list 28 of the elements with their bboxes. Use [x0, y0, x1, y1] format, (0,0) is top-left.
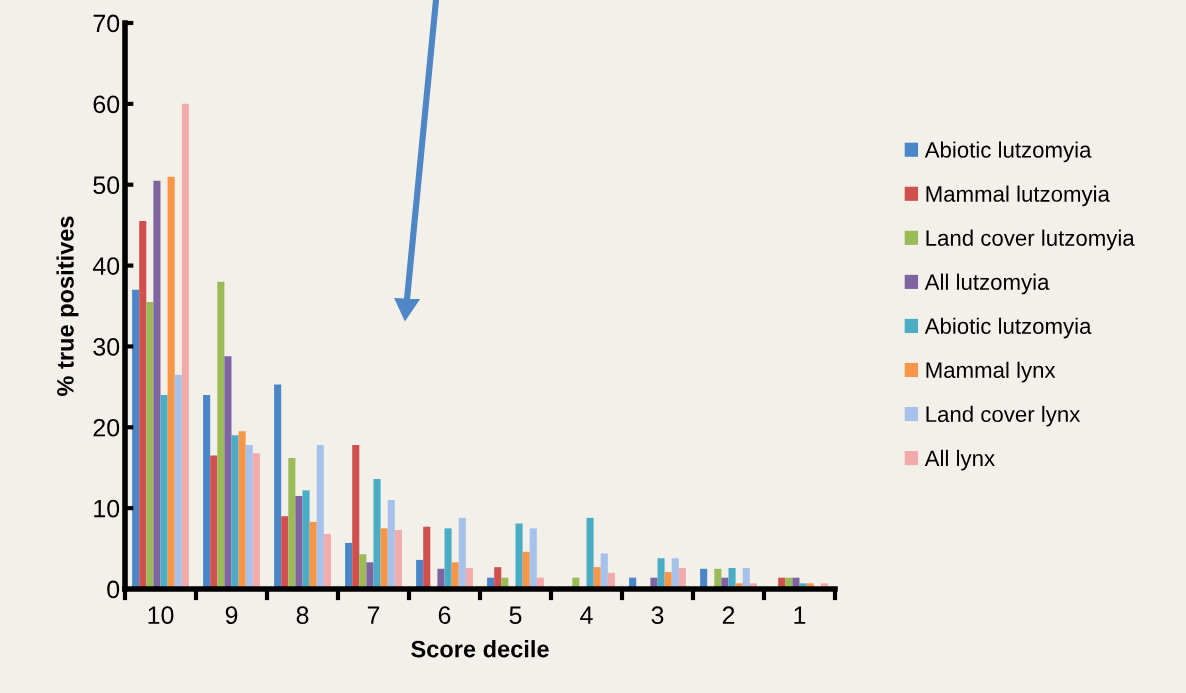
x-tick-label: 8 — [296, 606, 309, 625]
y-tick-label: 0 — [107, 580, 120, 599]
y-tick-label: 50 — [93, 176, 120, 195]
y-tick-label: 60 — [93, 95, 120, 114]
y-tick-label: 30 — [93, 338, 120, 356]
legend-label: Land cover lynx — [926, 405, 1081, 427]
legend-label: Abiotic lutzomyia — [924, 141, 1092, 163]
x-axis-title: Score decile — [411, 640, 549, 658]
y-tick-label: 10 — [94, 499, 120, 518]
x-tick-label: 5 — [509, 606, 522, 625]
x-tick-label: 7 — [367, 606, 380, 624]
x-tick-label: 2 — [722, 606, 735, 624]
y-tick-label: 40 — [92, 257, 120, 275]
legend-label: Mammal lynx — [926, 361, 1056, 383]
y-axis-title: % true positives — [56, 216, 79, 396]
legend-label: All lutzomyia — [924, 273, 1050, 295]
x-tick-label: 10 — [148, 606, 174, 625]
x-tick-label: 1 — [794, 606, 806, 624]
x-tick-label: 9 — [225, 606, 238, 625]
x-tick-label: 3 — [651, 606, 664, 625]
legend-label: Mammal lutzomyia — [926, 185, 1110, 207]
legend-label: Land cover lutzomyia — [926, 229, 1135, 251]
y-tick-label: 70 — [93, 14, 120, 33]
legend-label: Abiotic lutzomyia — [924, 317, 1092, 339]
y-tick-label: 20 — [93, 418, 120, 437]
legend-label: All lynx — [924, 449, 995, 471]
x-tick-label: 4 — [580, 606, 593, 624]
x-tick-label: 6 — [438, 606, 451, 625]
